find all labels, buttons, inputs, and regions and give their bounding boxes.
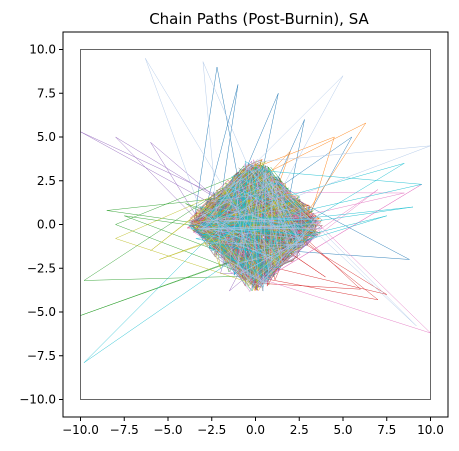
y-tick-label: −2.5 <box>27 261 56 275</box>
x-axis-ticks: −10.0 −7.5 −5.0 −2.5 0.0 2.5 5.0 7.5 10.0 <box>62 417 444 437</box>
chain-path-series-11 <box>145 58 431 327</box>
boundary-box <box>80 49 431 400</box>
y-tick-label: −5.0 <box>27 305 56 319</box>
x-tick-label: 2.5 <box>290 423 309 437</box>
x-tick-label: 5.0 <box>333 423 352 437</box>
chart-title: Chain Paths (Post-Burnin), SA <box>149 10 369 28</box>
x-tick-label: 7.5 <box>377 423 396 437</box>
chain-paths <box>80 58 431 363</box>
y-tick-label: 7.5 <box>37 86 56 100</box>
x-tick-label: −10.0 <box>62 423 99 437</box>
x-tick-label: −2.5 <box>197 423 226 437</box>
x-tick-label: 0.0 <box>246 423 265 437</box>
y-tick-label: 0.0 <box>37 218 56 232</box>
x-tick-label: 10.0 <box>417 423 444 437</box>
y-tick-label: −7.5 <box>27 349 56 363</box>
y-tick-label: 2.5 <box>37 174 56 188</box>
y-tick-label: 5.0 <box>37 130 56 144</box>
y-axis-ticks: 10.0 7.5 5.0 2.5 0.0 −2.5 −5.0 −7.5 −10.0 <box>19 43 63 407</box>
y-tick-label: 10.0 <box>29 43 56 57</box>
x-tick-label: −7.5 <box>110 423 139 437</box>
y-tick-label: −10.0 <box>19 393 56 407</box>
x-tick-label: −5.0 <box>153 423 182 437</box>
